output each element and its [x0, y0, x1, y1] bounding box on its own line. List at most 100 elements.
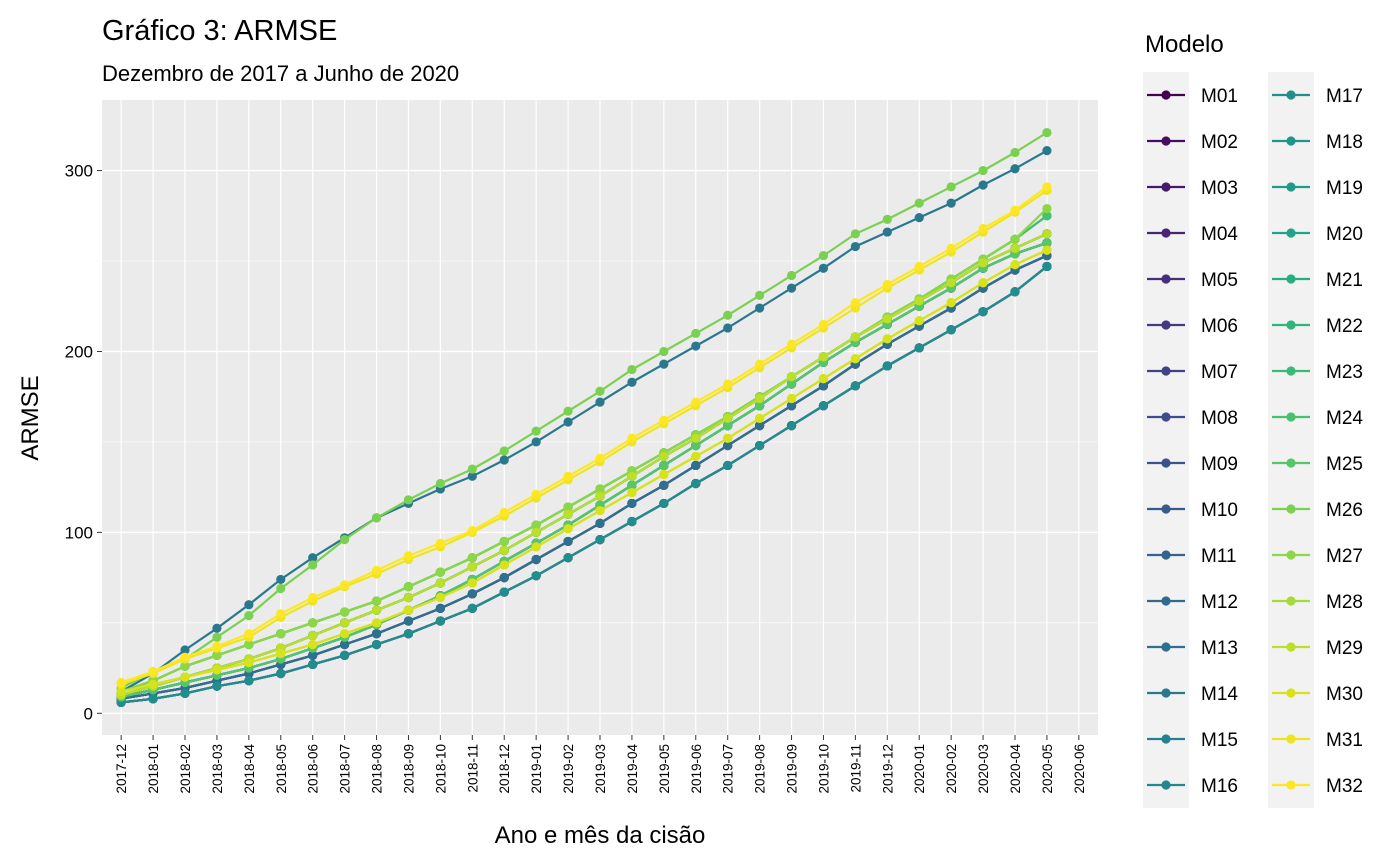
data-point — [276, 648, 286, 659]
data-point — [531, 426, 541, 436]
data-point — [786, 372, 797, 382]
data-point — [659, 480, 669, 490]
legend-dot — [1161, 320, 1171, 330]
data-point — [531, 571, 541, 581]
data-point — [276, 629, 286, 639]
x-tick-label: 2019-11 — [848, 744, 863, 793]
data-point — [850, 381, 860, 391]
data-point — [563, 509, 573, 519]
data-point — [659, 359, 669, 369]
chart-subtitle: Dezembro de 2017 a Junho de 2020 — [102, 61, 459, 86]
x-tick-label: 2018-08 — [370, 744, 385, 794]
legend-dot — [1286, 366, 1296, 376]
legend-dot — [1286, 550, 1296, 560]
data-point — [691, 397, 701, 407]
data-point — [563, 536, 573, 547]
legend-dot — [1161, 366, 1171, 376]
data-point — [340, 580, 350, 590]
data-point — [563, 524, 573, 534]
data-point — [308, 592, 318, 603]
data-point — [595, 506, 605, 516]
legend-dot — [1161, 228, 1171, 238]
legend-label: M29 — [1326, 638, 1363, 659]
data-point — [850, 229, 860, 239]
data-point — [563, 553, 573, 563]
data-point — [244, 676, 254, 686]
data-point — [595, 386, 605, 396]
data-point — [659, 346, 669, 357]
x-tick-label: 2020-05 — [1040, 744, 1055, 794]
data-point — [914, 198, 924, 208]
x-tick-label: 2019-12 — [880, 744, 895, 794]
data-point — [467, 553, 477, 563]
legend-label: M19 — [1326, 178, 1363, 199]
legend-label: M30 — [1326, 684, 1363, 705]
data-point — [627, 364, 637, 375]
legend-dot — [1161, 182, 1171, 192]
legend-dot — [1286, 136, 1296, 146]
data-point — [563, 471, 573, 481]
data-point — [659, 469, 669, 480]
legend-label: M13 — [1201, 638, 1238, 659]
legend-dot — [1286, 504, 1296, 514]
data-point — [435, 538, 445, 548]
data-point — [371, 605, 382, 615]
x-tick-label: 2018-12 — [497, 744, 512, 794]
series-line — [120, 232, 1048, 697]
x-tick-label: 2019-05 — [657, 744, 672, 794]
data-point — [627, 516, 637, 527]
data-point — [818, 250, 829, 261]
data-point — [212, 632, 222, 642]
data-point — [627, 377, 637, 387]
data-point — [595, 491, 605, 501]
data-point — [212, 650, 222, 660]
x-tick-label: 2018-04 — [242, 744, 257, 794]
data-point — [340, 629, 350, 639]
legend-label: M24 — [1326, 408, 1363, 429]
data-point — [531, 520, 541, 530]
data-point — [659, 498, 669, 509]
legend-label: M26 — [1326, 500, 1363, 521]
legend-dot — [1286, 90, 1296, 100]
y-tick-label: 300 — [65, 162, 93, 181]
data-point — [1010, 147, 1020, 158]
data-point — [1010, 260, 1020, 270]
data-point — [212, 641, 222, 651]
data-point — [499, 536, 509, 547]
data-point — [563, 502, 573, 512]
data-point — [435, 603, 445, 613]
data-point — [946, 278, 956, 288]
data-point — [595, 397, 605, 407]
data-point — [467, 603, 477, 613]
legend-label: M14 — [1201, 684, 1238, 705]
legend-label: M21 — [1326, 270, 1363, 291]
data-point — [467, 562, 477, 572]
data-point — [212, 665, 222, 675]
data-point — [627, 498, 637, 509]
data-point — [691, 478, 701, 489]
data-point — [180, 652, 190, 662]
data-point — [1010, 164, 1020, 174]
data-point — [403, 605, 414, 615]
x-tick-label: 2018-05 — [274, 744, 289, 794]
legend-dot — [1286, 734, 1296, 744]
x-tick-label: 2017-12 — [114, 744, 129, 794]
data-point — [499, 455, 509, 465]
legend-label: M02 — [1201, 132, 1238, 153]
y-tick-label: 200 — [65, 342, 93, 361]
data-point — [180, 661, 190, 671]
data-point — [371, 629, 382, 639]
x-tick-label: 2018-01 — [146, 744, 161, 794]
series-line — [120, 131, 1048, 689]
legend-dot — [1161, 412, 1171, 422]
y-axis-label: ARMSE — [17, 375, 44, 460]
data-point — [818, 381, 829, 391]
data-point — [308, 659, 318, 670]
data-point — [1042, 127, 1052, 138]
data-point — [308, 650, 318, 660]
data-point — [276, 609, 286, 619]
legend-dot — [1161, 734, 1171, 744]
data-point — [276, 574, 286, 585]
data-point — [627, 471, 637, 481]
data-point — [723, 421, 733, 431]
